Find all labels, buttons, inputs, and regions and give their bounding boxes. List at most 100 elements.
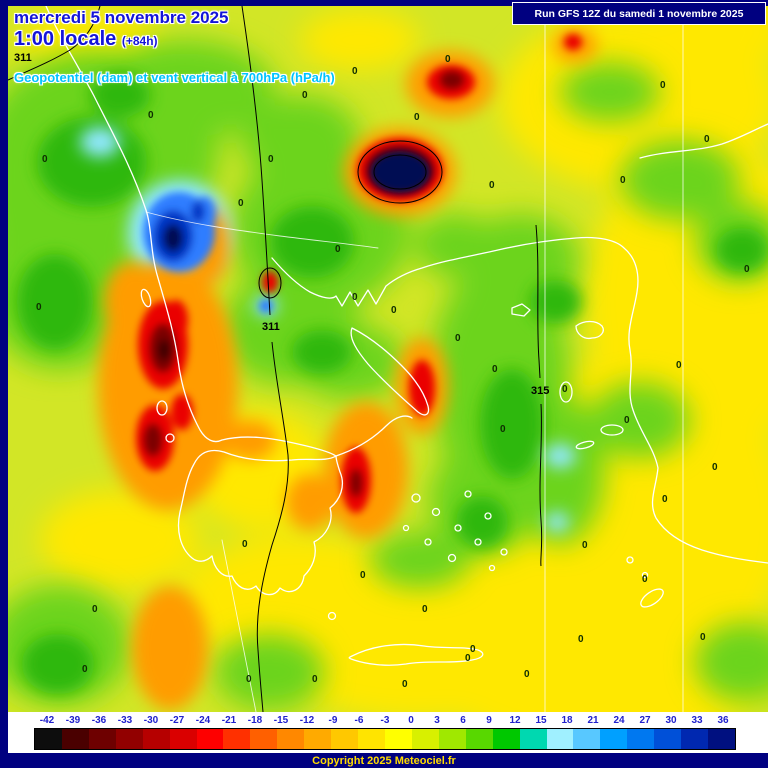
vv-zero-label: 0 — [312, 674, 318, 685]
vv-zero-label: 0 — [582, 540, 588, 551]
scale-tick-label: 24 — [613, 715, 625, 726]
scale-color-cell — [492, 729, 520, 749]
scale-tick-label: -21 — [221, 715, 237, 726]
vv-zero-label: 0 — [642, 574, 648, 585]
vv-zero-label: 0 — [455, 333, 461, 344]
scale-tick-label: -9 — [328, 715, 338, 726]
scale-color-cell — [61, 729, 89, 749]
scale-color-cell — [681, 729, 709, 749]
scale-color-cell — [627, 729, 655, 749]
run-info-box: Run GFS 12Z du samedi 1 novembre 2025 — [512, 2, 766, 25]
coastlines-layer — [45, 6, 768, 712]
vv-zero-label: 0 — [524, 669, 530, 680]
scale-tick-label: 15 — [535, 715, 547, 726]
scale-tick-label: 12 — [509, 715, 521, 726]
vv-zero-label: 0 — [704, 134, 710, 145]
vv-zero-label: 0 — [391, 305, 397, 316]
scale-tick-label: 27 — [639, 715, 651, 726]
vv-zero-label: 0 — [620, 175, 626, 186]
weather-map-svg: 311 311 315 0 0 0 0 0 0 0 0 0 0 0 0 0 0 0 0 0 0 0 0 0 0 0 0 0 0 0 0 0 0 0… — [8, 6, 768, 712]
scale-tick-label: -27 — [169, 715, 185, 726]
scale-color-cell — [277, 729, 305, 749]
vv-zero-label: 0 — [500, 424, 506, 435]
scale-color-cell — [600, 729, 628, 749]
vv-field-layer — [8, 6, 768, 712]
vv-zero-label: 0 — [335, 244, 341, 255]
run-info-text: Run GFS 12Z du samedi 1 novembre 2025 — [534, 7, 744, 20]
copyright-text: Copyright 2025 Meteociel.fr — [312, 754, 456, 767]
scale-color-cell — [358, 729, 385, 749]
scale-tick-label: -15 — [273, 715, 289, 726]
vv-zero-label: 0 — [82, 664, 88, 675]
scale-color-cell — [465, 729, 493, 749]
scale-color-cell — [304, 729, 332, 749]
color-scale: -42 -39 -36 -33 -30 -27 -24 -21 -18 -15 -12 -9 -6 -3 0… — [34, 715, 736, 750]
scale-labels: -42 -39 -36 -33 -30 -27 -24 -21 -18 -15 -12 -9 -6 -3 0… — [34, 715, 736, 727]
vv-zero-label: 0 — [268, 154, 274, 165]
vv-zero-label: 0 — [238, 198, 244, 209]
scale-color-cell — [250, 729, 278, 749]
scale-tick-label: 30 — [665, 715, 677, 726]
scale-tick-label: -39 — [65, 715, 81, 726]
map-labels-layer: 311 311 315 0 0 0 0 0 0 0 0 0 0 0 0 0 0 0 0 0 0 0 0 0 0 0 0 0 0 0 0 0 0 0… — [14, 52, 750, 690]
vv-zero-label: 0 — [744, 264, 750, 275]
vv-zero-label: 0 — [492, 364, 498, 375]
scale-tick-label: 36 — [717, 715, 729, 726]
vv-zero-label: 0 — [624, 415, 630, 426]
scale-tick-label: 21 — [587, 715, 599, 726]
vv-zero-label: 0 — [662, 494, 668, 505]
vv-zero-label: 0 — [676, 360, 682, 371]
geopotential-contour-label: 311 — [14, 52, 32, 64]
vv-zero-label: 0 — [422, 604, 428, 615]
vv-zero-label: 0 — [42, 154, 48, 165]
vv-zero-label: 0 — [562, 384, 568, 395]
scale-tick-label: -6 — [354, 715, 364, 726]
scale-color-cell — [708, 729, 735, 749]
scale-tick-label: -12 — [299, 715, 315, 726]
vv-zero-label: 0 — [489, 180, 495, 191]
vv-zero-label: 0 — [148, 110, 154, 121]
scale-color-cell — [384, 729, 412, 749]
scale-color-cell — [654, 729, 682, 749]
scale-color-cell — [142, 729, 170, 749]
scale-color-cell — [115, 729, 143, 749]
vv-zero-label: 0 — [242, 539, 248, 550]
vv-zero-label: 0 — [352, 292, 358, 303]
scale-color-cell — [196, 729, 224, 749]
scale-tick-label: -24 — [195, 715, 211, 726]
vv-zero-label: 0 — [36, 302, 42, 313]
map-canvas[interactable]: 311 311 315 0 0 0 0 0 0 0 0 0 0 0 0 0 0 0 0 0 0 0 0 0 0 0 0 0 0 0 0 0 0 0… — [8, 6, 768, 712]
scale-color-cell — [223, 729, 251, 749]
scale-color-cell — [573, 729, 601, 749]
scale-tick-label: 9 — [486, 715, 492, 726]
vv-zero-label: 0 — [445, 54, 451, 65]
vv-zero-label: 0 — [660, 80, 666, 91]
vv-zero-label: 0 — [246, 674, 252, 685]
scale-tick-label: -3 — [380, 715, 390, 726]
scale-tick-label: 0 — [408, 715, 414, 726]
vv-zero-label: 0 — [352, 66, 358, 77]
scale-color-cell — [438, 729, 466, 749]
vv-zero-label: 0 — [578, 634, 584, 645]
scale-color-cell — [546, 729, 574, 749]
left-chrome-bar — [0, 0, 8, 768]
geopotential-contour-label: 315 — [531, 385, 549, 397]
vv-zero-label: 0 — [712, 462, 718, 473]
scale-tick-label: -30 — [143, 715, 159, 726]
geopotential-contour-label: 311 — [262, 321, 280, 333]
scale-tick-label: 18 — [561, 715, 573, 726]
vv-zero-label: 0 — [92, 604, 98, 615]
scale-tick-label: -18 — [247, 715, 263, 726]
vv-zero-label: 0 — [360, 570, 366, 581]
scale-color-cell — [411, 729, 439, 749]
scale-tick-label: -36 — [91, 715, 107, 726]
footer-bar: Copyright 2025 Meteociel.fr — [0, 753, 768, 768]
vv-zero-label: 0 — [700, 632, 706, 643]
scale-color-cell — [519, 729, 547, 749]
scale-bar — [34, 728, 736, 750]
scale-tick-label: 6 — [460, 715, 466, 726]
vv-zero-label: 0 — [414, 112, 420, 123]
vv-zero-label: 0 — [402, 679, 408, 690]
vv-zero-label: 0 — [465, 653, 471, 664]
scale-color-cell — [169, 729, 197, 749]
